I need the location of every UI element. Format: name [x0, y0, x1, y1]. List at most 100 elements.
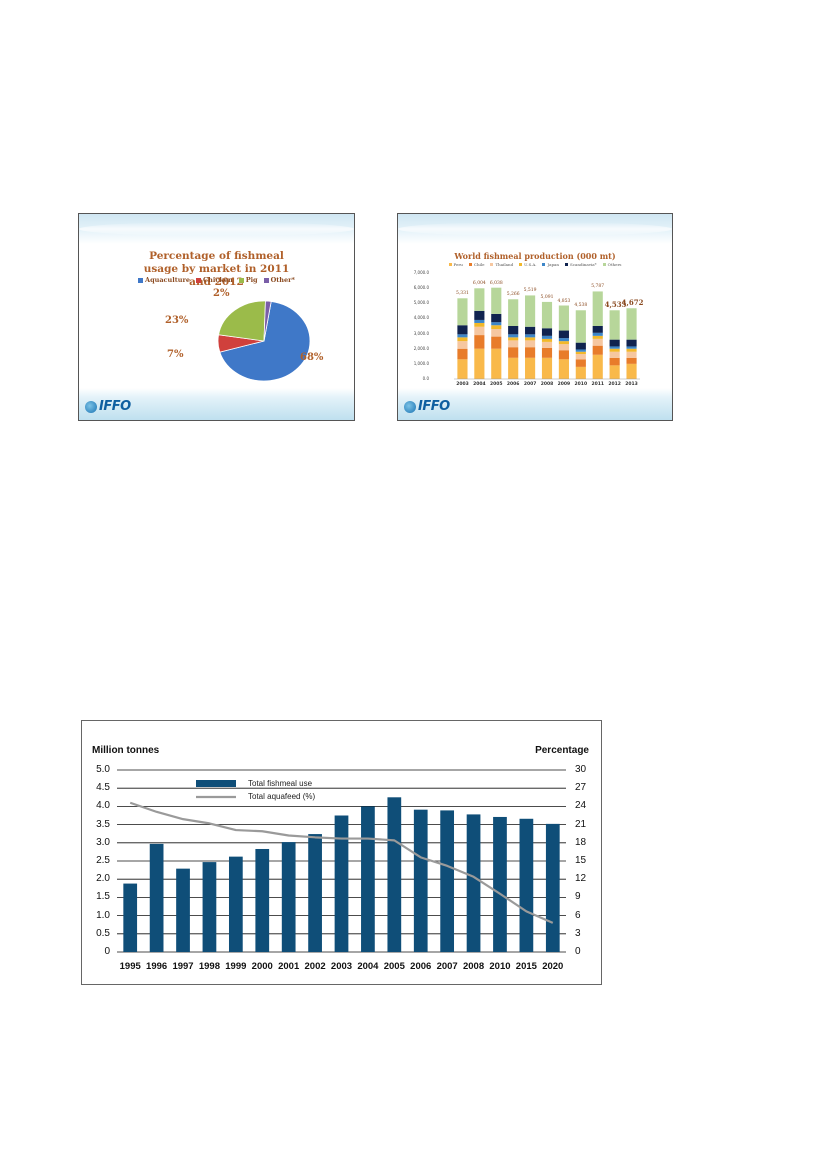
bar-segment-peru [592, 354, 603, 379]
x-tick-label: 2006 [506, 382, 520, 387]
legend-item: Chile [468, 262, 485, 267]
x-tick-label: 1995 [119, 961, 141, 972]
bar-segment-thailand [474, 326, 485, 336]
bar-fishmeal-use [176, 868, 190, 952]
x-tick-label: 2010 [574, 382, 588, 387]
y-tick-label: 4,000.0 [413, 315, 429, 321]
bar-segment-chile [592, 345, 603, 355]
bar-segment-chile [457, 348, 468, 360]
bar-total-label: 5,266 [506, 292, 520, 298]
legend-swatch [196, 277, 201, 283]
bar-segment-thailand [558, 344, 569, 351]
legend-label: Aquaculture [145, 276, 190, 284]
y-tick-label-right: 3 [575, 927, 581, 939]
x-tick-label: 2008 [540, 382, 554, 387]
y-tick-label-right: 6 [575, 909, 581, 921]
bar-fishmeal-use [123, 883, 138, 952]
y-tick-label-right: 30 [575, 764, 587, 775]
y-tick-label-right: 9 [575, 891, 581, 903]
pie-data-label: 2% [213, 288, 230, 299]
bar-segment-scandinavia [558, 330, 569, 339]
bar-fishmeal-use [440, 810, 455, 952]
bar-total-label: 5,331 [456, 291, 469, 297]
x-tick-label: 2001 [278, 961, 300, 972]
bar-segment-japan [525, 334, 536, 338]
fishmeal-plot [117, 769, 566, 953]
y-axis-title-right: Percentage [535, 745, 589, 756]
bar-segment-chile [474, 335, 485, 349]
x-tick-label: 2002 [304, 961, 326, 972]
y-tick-label-left: 5.0 [96, 764, 110, 775]
x-tick-label: 2007 [436, 961, 458, 972]
bar-segment-peru [558, 359, 569, 379]
bar-segment-chile [558, 350, 569, 360]
bar-segment-japan [575, 349, 586, 352]
bar-segment-japan [558, 338, 569, 342]
bar-fishmeal-use [202, 862, 217, 952]
legend-label: Scandinavia* [570, 262, 597, 267]
x-tick-label: 1996 [146, 961, 168, 972]
legend-label: Chile [473, 262, 485, 267]
bar-fishmeal-use [387, 797, 402, 952]
bar-segment-usa [609, 348, 620, 352]
bar-segment-thailand [525, 340, 536, 348]
bar-segment-usa [558, 341, 569, 345]
slide-header-band [79, 214, 354, 244]
bar-segment-usa [592, 335, 603, 339]
y-tick-label-left: 0.5 [96, 927, 110, 939]
bar-total-label: 5,091 [540, 294, 554, 300]
bar-segment-japan [491, 322, 502, 326]
bar-total-label: 6,038 [489, 280, 503, 286]
legend-swatch [519, 263, 523, 266]
bar-segment-scandinavia [609, 339, 620, 347]
x-tick-label: 2015 [515, 961, 537, 972]
bar-segment-usa [508, 337, 519, 341]
bar-segment-others [558, 305, 569, 331]
pie-data-label: 7% [167, 349, 184, 360]
legend-item: Aquaculture [138, 276, 190, 284]
slide-footer-band [79, 388, 354, 420]
production-legend: Peru Chile Thailand U.S.A. Japan Scandinavia*… [398, 262, 672, 267]
bar-segment-scandinavia [491, 313, 502, 323]
y-tick-label-right: 24 [575, 800, 587, 812]
x-tick-label: 2009 [557, 382, 571, 387]
y-tick-label-left: 2.0 [96, 873, 110, 885]
globe-icon [404, 400, 416, 413]
y-tick-label: 6,000.0 [413, 285, 429, 291]
bar-total-label: 4,853 [557, 298, 571, 304]
bar-segment-others [609, 310, 620, 340]
y-tick-label: 2,000.0 [413, 345, 429, 351]
bar-segment-japan [508, 334, 519, 338]
bar-segment-peru [457, 359, 468, 379]
bar-segment-chile [491, 336, 502, 349]
bar-fishmeal-use [519, 818, 534, 952]
legend-swatch [490, 263, 494, 266]
y-tick-label-right: 0 [575, 946, 581, 957]
bar-segment-others [575, 310, 586, 343]
bar-segment-others [457, 298, 468, 326]
y-tick-label-left: 1.5 [96, 891, 110, 903]
bar-segment-usa [525, 337, 536, 341]
legend-item: Pig [238, 276, 258, 284]
y-tick-label: 7,000.0 [413, 270, 429, 275]
bar-fishmeal-use [255, 848, 270, 952]
pie-title: Percentage of fishmeal usage by market i… [143, 250, 290, 288]
bar-segment-japan [541, 335, 553, 339]
bar-segment-usa [541, 338, 553, 342]
y-tick-label-right: 12 [575, 873, 587, 885]
slide-pie-chart: Percentage of fishmeal usage by market i… [78, 213, 355, 421]
pie-slice-pig [218, 300, 266, 342]
bar-segment-others [474, 288, 485, 311]
slide-production-chart: World fishmeal production (000 mt) Peru C… [397, 213, 673, 421]
x-tick-label: 2012 [608, 382, 621, 387]
legend-swatch [138, 277, 144, 283]
y-tick-label-left: 0 [104, 946, 110, 957]
x-tick-label: 2004 [357, 961, 379, 972]
bar-fishmeal-use [334, 815, 349, 952]
bar-segment-japan [626, 346, 637, 349]
line-total-aquafeed [129, 801, 554, 924]
bar-total-label: 4,538 [574, 303, 588, 309]
bar-segment-others [592, 291, 603, 326]
x-tick-label: 2010 [489, 961, 511, 972]
bar-segment-peru [609, 365, 620, 379]
